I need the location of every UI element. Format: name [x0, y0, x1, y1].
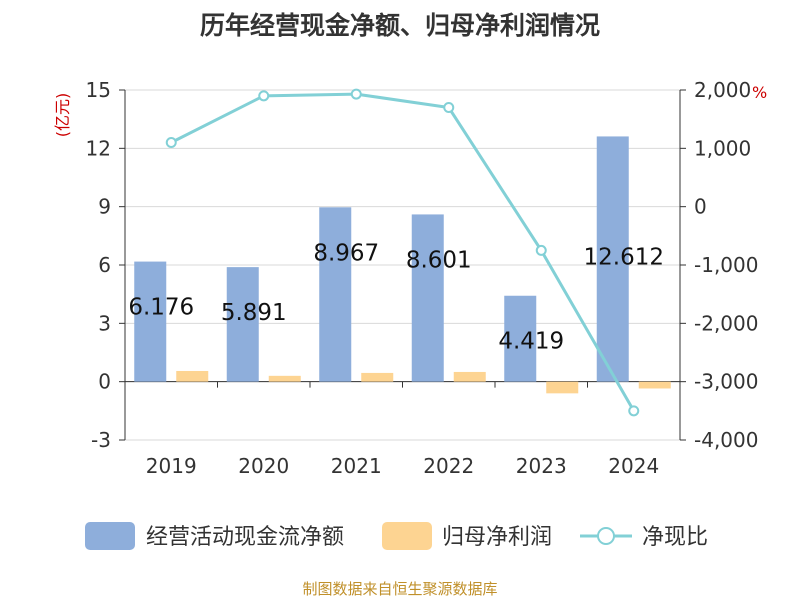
ratio-point: [628, 405, 640, 417]
right-tick-label: -3,000: [694, 370, 758, 394]
axes: 15 2,000 12 1,000 9 0 6 -1,000 3 -2,000 0 -3,000 -3 -…: [53, 78, 767, 478]
right-tick-label: -2,000: [694, 311, 758, 335]
cashflow-bar: [134, 261, 167, 382]
x-tick-label: 2019: [146, 454, 197, 478]
left-tick-label: 0: [98, 370, 111, 394]
legend-swatch-cashflow: [85, 522, 135, 550]
bar-value-label: 5.891: [221, 300, 287, 326]
net-profit-bar: [176, 370, 209, 382]
x-tick-label: 2020: [238, 454, 289, 478]
source-note: 制图数据来自恒生聚源数据库: [302, 580, 497, 598]
left-tick-label: 9: [98, 195, 111, 219]
ratio-line-path: [170, 92, 636, 412]
ratio-point: [350, 88, 362, 100]
bar-value-label: 8.967: [313, 240, 379, 266]
chart-title: 历年经营现金净额、归母净利润情况: [200, 11, 600, 40]
bar-value-label: 4.419: [498, 329, 564, 355]
ratio-point: [443, 102, 455, 113]
bar-value-label: 8.601: [406, 247, 472, 273]
net-profit-bar: [361, 372, 394, 382]
right-tick-label: 2,000: [694, 78, 751, 102]
left-axis-unit: (亿元): [53, 93, 72, 138]
legend: 经营活动现金流净额 归母净利润 净现比: [85, 522, 708, 550]
left-tick-label: 15: [86, 78, 111, 102]
right-tick-label: -1,000: [694, 253, 758, 277]
left-tick-label: 6: [98, 253, 111, 277]
bar-value-label: 6.176: [128, 295, 194, 321]
right-axis-unit: %: [752, 83, 767, 102]
net-profit-bar: [546, 381, 579, 394]
net-profit-bar: [453, 371, 486, 382]
net-profit-bar: [638, 381, 671, 389]
bars: [134, 136, 671, 394]
x-tick-label: 2022: [423, 454, 474, 478]
cashflow-bar: [411, 214, 444, 382]
legend-label-cashflow: 经营活动现金流净额: [146, 525, 344, 550]
data-labels: 6.176 5.891 8.967 8.601 4.419 12.612: [128, 240, 664, 354]
bar-value-label: 12.612: [584, 244, 664, 270]
ratio-point: [165, 137, 177, 148]
cashflow-bar: [319, 207, 352, 382]
right-tick-label: 1,000: [694, 136, 751, 160]
legend-label-net-profit: 归母净利润: [442, 525, 552, 550]
right-tick-label: 0: [694, 195, 707, 219]
legend-label-ratio: 净现比: [642, 525, 708, 550]
legend-swatch-net-profit: [382, 522, 432, 550]
left-tick-label: 3: [98, 311, 111, 335]
cashflow-bar: [504, 295, 537, 382]
net-profit-bar: [268, 375, 301, 382]
ratio-point: [535, 244, 547, 256]
ratio-line: [165, 88, 640, 417]
cashflow-bar: [596, 136, 629, 382]
left-tick-label: 12: [86, 136, 111, 160]
legend-marker-ratio: [597, 527, 615, 545]
x-tick-label: 2024: [608, 454, 659, 478]
left-tick-label: -3: [91, 428, 111, 452]
cashflow-bar: [226, 267, 259, 382]
right-tick-label: -4,000: [694, 428, 758, 452]
x-tick-label: 2021: [331, 454, 382, 478]
x-tick-label: 2023: [516, 454, 567, 478]
ratio-point: [258, 90, 270, 102]
